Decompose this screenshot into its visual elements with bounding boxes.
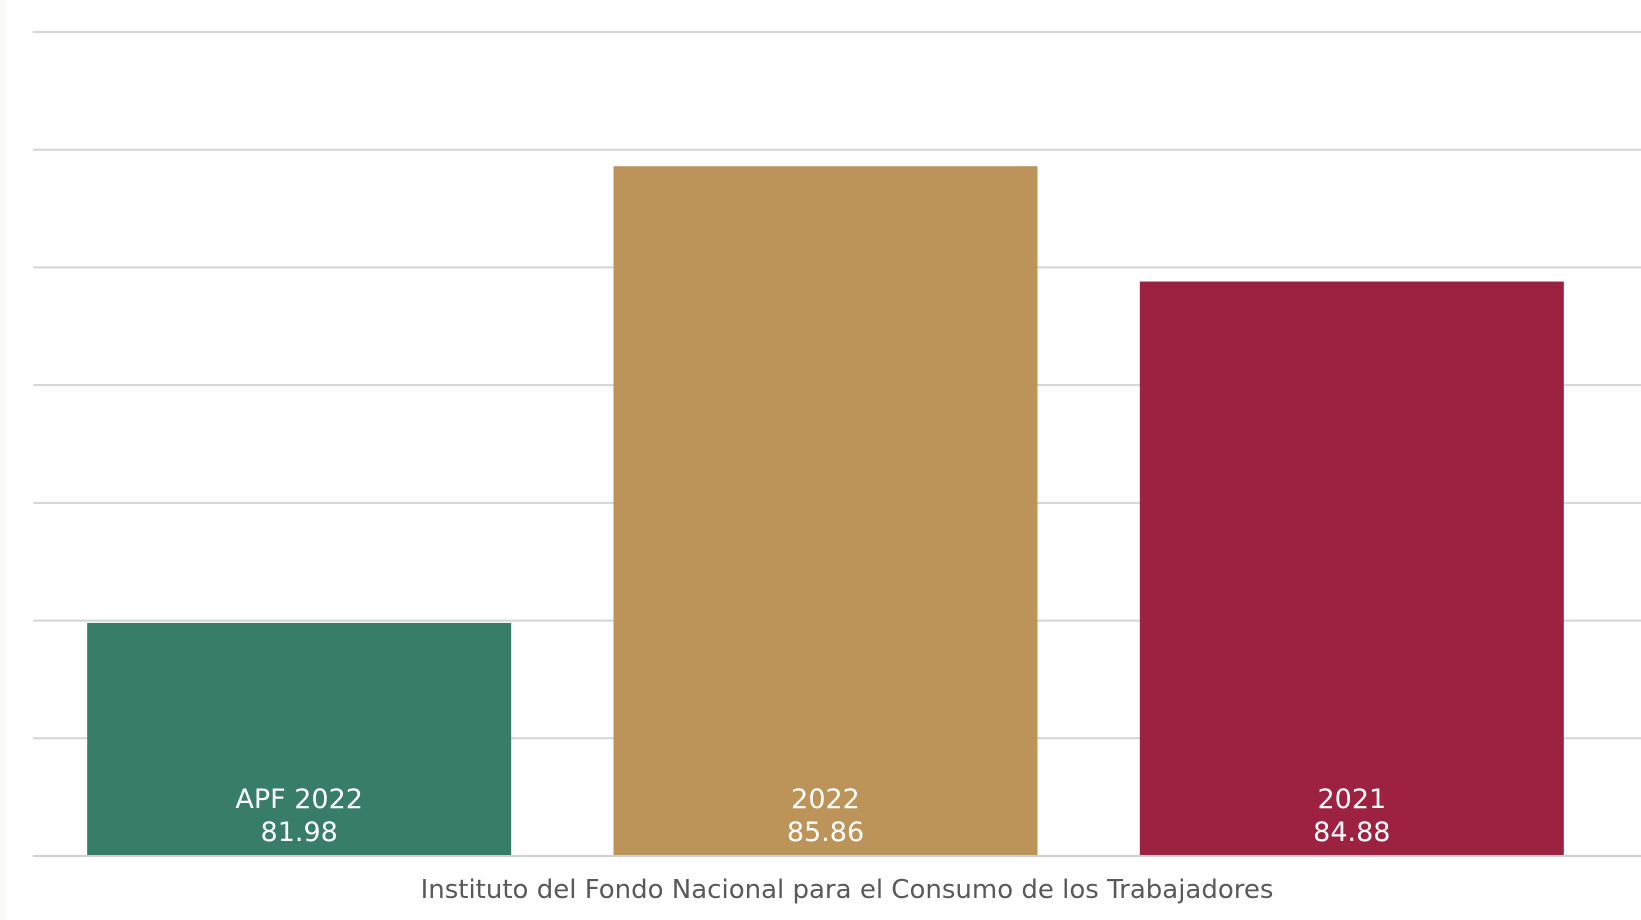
bar-value-label: 81.98 [261,817,338,848]
x-axis-category-label: Instituto del Fondo Nacional para el Con… [421,875,1274,905]
bar-series-label: 2021 [1317,784,1386,815]
bar-0 [87,622,512,856]
bar-value-label: 85.86 [787,817,864,848]
bar-2 [1139,281,1564,856]
bar-series-label: 2022 [791,784,860,815]
bar-1 [613,166,1038,857]
bar-series-label: APF 2022 [235,784,363,815]
left-edge-strip [0,0,6,920]
bar-value-label: 84.88 [1313,817,1390,848]
